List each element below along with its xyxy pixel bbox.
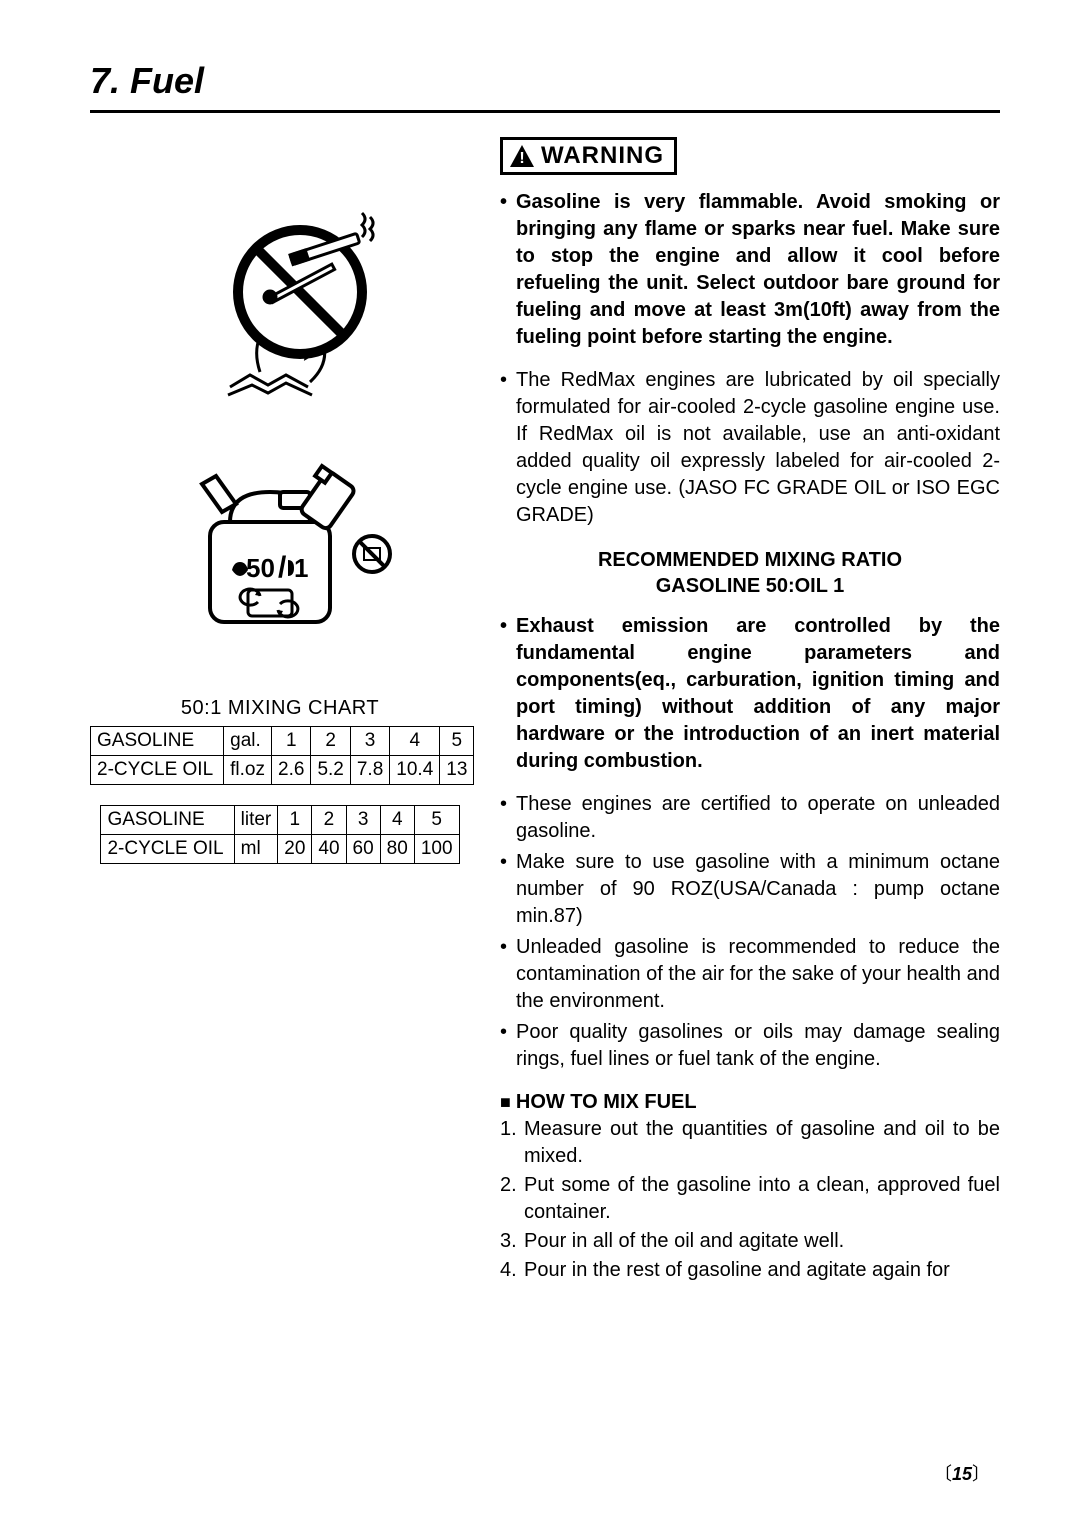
cell-unit: fl.oz xyxy=(224,756,272,785)
page: 7. Fuel xyxy=(0,0,1080,1526)
howto-steps: Measure out the quantities of gasoline a… xyxy=(500,1116,1000,1284)
cell-value: 2 xyxy=(312,806,346,835)
mix-ratio-heading: RECOMMENDED MIXING RATIO GASOLINE 50:OIL… xyxy=(500,547,1000,599)
left-column: 50 / 1 xyxy=(90,137,470,1286)
cell-unit: ml xyxy=(234,835,278,864)
cell-value: 100 xyxy=(414,835,459,864)
warning-box: ! WARNING xyxy=(500,137,677,175)
table-row: 2-CYCLE OIL ml 20 40 60 80 100 xyxy=(101,835,459,864)
howto-step: Pour in the rest of gasoline and agitate… xyxy=(500,1257,1000,1284)
table-row: GASOLINE liter 1 2 3 4 5 xyxy=(101,806,459,835)
howto-step: Measure out the quantities of gasoline a… xyxy=(500,1116,1000,1170)
section-name: Fuel xyxy=(130,60,204,101)
cell-value: 3 xyxy=(346,806,380,835)
emission-bullet-list: Exhaust emission are controlled by the f… xyxy=(500,613,1000,775)
svg-text:50: 50 xyxy=(246,553,275,583)
right-column: ! WARNING Gasoline is very flammable. Av… xyxy=(500,137,1000,1286)
howto-step: Put some of the gasoline into a clean, a… xyxy=(500,1172,1000,1226)
table-row: 2-CYCLE OIL fl.oz 2.6 5.2 7.8 10.4 13 xyxy=(91,756,474,785)
mixing-chart-liter: GASOLINE liter 1 2 3 4 5 2-CYCLE OIL ml … xyxy=(100,805,459,864)
cell-value: 2.6 xyxy=(272,756,311,785)
svg-text:!: ! xyxy=(519,150,524,167)
cell-label: GASOLINE xyxy=(91,727,224,756)
cell-value: 40 xyxy=(312,835,346,864)
cell-label: 2-CYCLE OIL xyxy=(91,756,224,785)
howto-heading: ■ HOW TO MIX FUEL xyxy=(500,1091,1000,1114)
cell-value: 5 xyxy=(440,727,474,756)
page-number-value: 15 xyxy=(952,1464,972,1484)
cell-value: 80 xyxy=(380,835,414,864)
howto-step: Pour in all of the oil and agitate well. xyxy=(500,1228,1000,1255)
howto-title: HOW TO MIX FUEL xyxy=(516,1091,697,1113)
warning-bullet: Gasoline is very flammable. Avoid smokin… xyxy=(500,189,1000,351)
cell-value: 60 xyxy=(346,835,380,864)
bullet-unleaded: These engines are certified to operate o… xyxy=(500,791,1000,845)
cell-value: 1 xyxy=(272,727,311,756)
cell-value: 7.8 xyxy=(350,756,389,785)
svg-text:1: 1 xyxy=(294,553,308,583)
cell-unit: liter xyxy=(234,806,278,835)
cell-value: 5 xyxy=(414,806,459,835)
cell-value: 10.4 xyxy=(390,756,440,785)
warning-bullet-list: Gasoline is very flammable. Avoid smokin… xyxy=(500,189,1000,351)
bullet-octane: Make sure to use gasoline with a minimum… xyxy=(500,849,1000,930)
cell-value: 4 xyxy=(390,727,440,756)
cell-label: 2-CYCLE OIL xyxy=(101,835,234,864)
svg-text:/: / xyxy=(278,551,287,584)
warning-triangle-icon: ! xyxy=(509,144,535,168)
bullet-poor-quality: Poor quality gasolines or oils may damag… xyxy=(500,1019,1000,1073)
mixing-chart-title: 50:1 MIXING CHART xyxy=(181,697,379,720)
table-row: GASOLINE gal. 1 2 3 4 5 xyxy=(91,727,474,756)
cell-value: 3 xyxy=(350,727,389,756)
square-bullet-icon: ■ xyxy=(500,1092,516,1112)
section-title: 7. Fuel xyxy=(90,60,1000,102)
fuel-can-illustration: 50 / 1 xyxy=(160,452,400,647)
cell-value: 13 xyxy=(440,756,474,785)
cell-value: 1 xyxy=(278,806,312,835)
fuel-bullet-list: These engines are certified to operate o… xyxy=(500,791,1000,1073)
mixing-chart-gal: GASOLINE gal. 1 2 3 4 5 2-CYCLE OIL fl.o… xyxy=(90,726,474,785)
cell-unit: gal. xyxy=(224,727,272,756)
fuel-mix-icon: 50 / 1 xyxy=(160,452,400,642)
cell-label: GASOLINE xyxy=(101,806,234,835)
no-fire-illustration xyxy=(170,197,390,422)
no-smoking-fire-icon xyxy=(170,197,390,417)
title-rule xyxy=(90,110,1000,113)
cell-value: 2 xyxy=(311,727,350,756)
cell-value: 4 xyxy=(380,806,414,835)
mix-heading-line1: RECOMMENDED MIXING RATIO xyxy=(598,549,902,571)
info-bullet-oil: The RedMax engines are lubricated by oil… xyxy=(500,367,1000,529)
warning-label: WARNING xyxy=(541,142,664,170)
cell-value: 20 xyxy=(278,835,312,864)
emission-bullet: Exhaust emission are controlled by the f… xyxy=(500,613,1000,775)
info-bullet-list: The RedMax engines are lubricated by oil… xyxy=(500,367,1000,529)
cell-value: 5.2 xyxy=(311,756,350,785)
bullet-environment: Unleaded gasoline is recommended to redu… xyxy=(500,934,1000,1015)
section-number: 7. xyxy=(90,60,120,101)
page-number: 〔15〕 xyxy=(934,1460,990,1486)
mix-heading-line2: GASOLINE 50:OIL 1 xyxy=(656,575,845,597)
content-columns: 50 / 1 xyxy=(90,137,1000,1286)
